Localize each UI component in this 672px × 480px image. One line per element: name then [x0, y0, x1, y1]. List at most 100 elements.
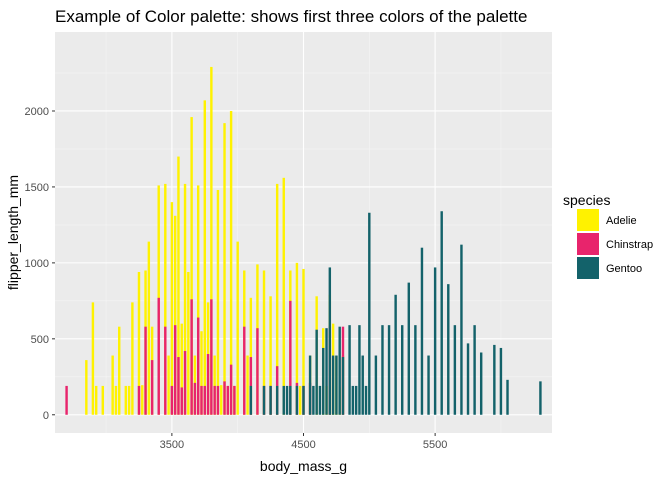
- bar-adelie: [141, 385, 144, 415]
- bar-gentoo: [331, 355, 335, 415]
- bar-gentoo: [341, 357, 345, 415]
- bar-gentoo: [414, 325, 417, 415]
- bar-adelie: [213, 355, 216, 415]
- bar-adelie: [295, 262, 299, 415]
- bar-gentoo: [460, 244, 463, 415]
- bar-chinstrap: [177, 357, 180, 415]
- bar-adelie: [94, 385, 98, 415]
- legend-title: species: [563, 192, 610, 208]
- bar-gentoo: [285, 385, 289, 415]
- x-axis-title: body_mass_g: [260, 458, 347, 474]
- bar-gentoo: [312, 385, 315, 415]
- bar-chinstrap: [216, 385, 220, 415]
- bar-gentoo: [295, 385, 299, 415]
- bar-chinstrap: [144, 326, 147, 415]
- y-tick-label: 1000: [25, 258, 49, 270]
- bar-adelie: [137, 271, 141, 415]
- bar-gentoo: [269, 385, 272, 415]
- bar-gentoo: [348, 325, 351, 415]
- bar-gentoo: [394, 294, 397, 415]
- bar-adelie: [91, 302, 95, 415]
- bar-adelie: [302, 268, 305, 415]
- bar-chinstrap: [190, 299, 193, 415]
- bar-chinstrap: [137, 385, 141, 415]
- bar-chinstrap: [223, 381, 226, 415]
- bar-chinstrap: [150, 360, 154, 415]
- bar-adelie: [124, 385, 128, 415]
- bar-adelie: [85, 360, 88, 415]
- bar-gentoo: [374, 355, 378, 415]
- bar-gentoo: [322, 347, 325, 415]
- bar-gentoo: [289, 385, 292, 415]
- y-tick-label: 2000: [25, 106, 49, 118]
- bar-adelie: [147, 241, 151, 415]
- y-tick-label: 1500: [25, 182, 49, 194]
- bar-gentoo: [420, 247, 424, 415]
- bar-adelie: [223, 123, 226, 415]
- bar-chinstrap: [203, 385, 206, 415]
- y-tick-label: 0: [43, 410, 49, 422]
- bar-gentoo: [539, 381, 542, 415]
- bar-adelie: [170, 202, 174, 415]
- legend-label-adelie: Adelie: [606, 215, 637, 227]
- bar-gentoo: [308, 355, 312, 415]
- bar-chinstrap: [170, 385, 174, 415]
- bar-gentoo: [440, 211, 443, 415]
- legend-key-gentoo: [577, 257, 599, 279]
- bar-chinstrap: [65, 385, 68, 415]
- bar-adelie: [111, 355, 114, 415]
- bar-gentoo: [401, 325, 404, 415]
- bar-adelie: [200, 331, 203, 415]
- bar-chinstrap: [233, 385, 236, 415]
- bar-adelie: [275, 183, 279, 415]
- bar-gentoo: [466, 343, 470, 415]
- bar-gentoo: [506, 379, 509, 415]
- bar-chinstrap: [229, 364, 233, 415]
- bar-chinstrap: [226, 385, 230, 415]
- bar-adelie: [190, 117, 193, 415]
- bar-gentoo: [387, 325, 391, 415]
- bar-gentoo: [318, 385, 322, 415]
- bar-gentoo: [499, 347, 503, 415]
- x-tick-label: 3500: [160, 439, 184, 451]
- bar-adelie: [210, 66, 213, 415]
- bar-adelie: [229, 110, 233, 415]
- chart-title: Example of Color palette: shows first th…: [55, 7, 527, 26]
- legend: species Adelie Chinstrap Gentoo: [563, 192, 653, 279]
- bar-chinstrap: [193, 382, 197, 415]
- bar-chinstrap: [243, 326, 246, 415]
- bar-adelie: [167, 355, 170, 415]
- bar-adelie: [131, 302, 134, 415]
- bar-chinstrap: [213, 385, 216, 415]
- bar-adelie: [220, 385, 223, 415]
- bar-chinstrap: [164, 326, 167, 415]
- y-axis: 0 500 1000 1500 2000: [25, 106, 55, 422]
- bar-gentoo: [368, 212, 371, 415]
- bar-chinstrap: [157, 297, 160, 415]
- bar-adelie: [203, 100, 206, 415]
- bar-adelie: [177, 156, 180, 415]
- bar-adelie: [216, 189, 220, 415]
- bar-chinstrap: [196, 317, 200, 415]
- bar-adelie: [262, 270, 266, 415]
- bar-adelie: [269, 296, 272, 415]
- bar-chinstrap: [173, 325, 177, 415]
- bar-adelie: [101, 385, 104, 415]
- bar-gentoo: [275, 385, 279, 415]
- bar-gentoo: [473, 325, 476, 415]
- bar-adelie: [183, 183, 187, 415]
- bar-adelie: [180, 323, 183, 415]
- bar-gentoo: [302, 385, 305, 415]
- x-tick-label: 5500: [423, 439, 447, 451]
- y-tick-label: 500: [31, 334, 49, 346]
- bar-chinstrap: [256, 328, 259, 415]
- bar-gentoo: [328, 267, 332, 415]
- y-axis-title: flipper_length_mm: [5, 175, 21, 290]
- bar-gentoo: [262, 385, 266, 415]
- bar-gentoo: [315, 329, 318, 415]
- legend-label-chinstrap: Chinstrap: [606, 239, 653, 251]
- legend-key-adelie: [577, 209, 599, 231]
- bar-gentoo: [351, 385, 355, 415]
- bar-chinstrap: [289, 300, 292, 415]
